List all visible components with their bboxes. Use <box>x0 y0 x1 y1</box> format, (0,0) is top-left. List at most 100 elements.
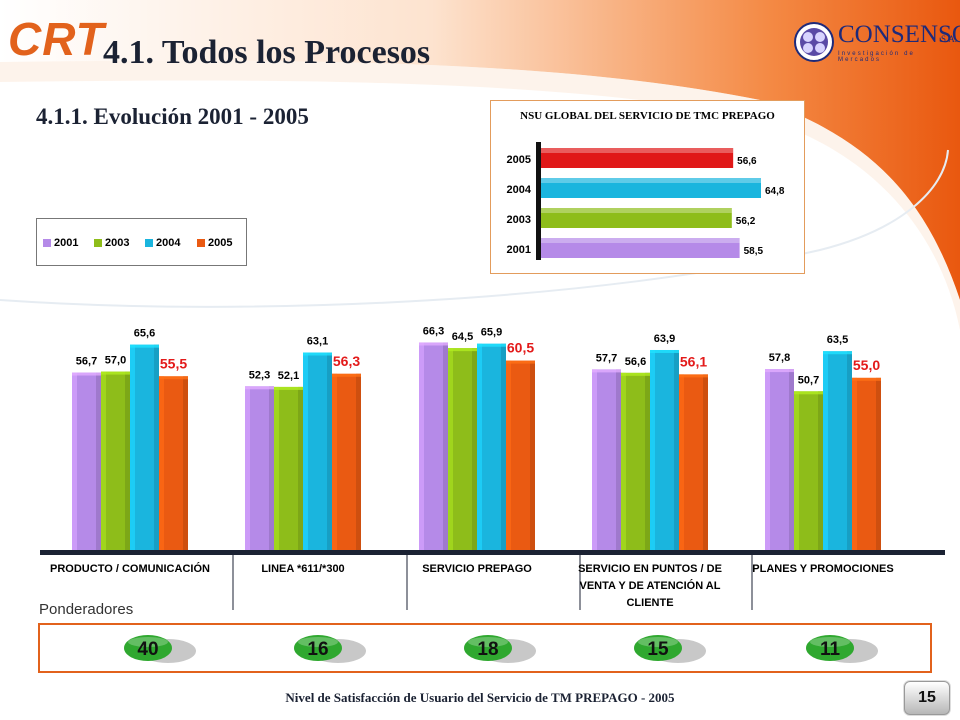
bar-highlight <box>303 352 308 550</box>
bar-highlight <box>245 386 250 550</box>
bar-shade <box>125 371 130 550</box>
bar-value-label: 64,5 <box>452 331 473 343</box>
bar-value-label: 55,5 <box>160 355 187 371</box>
nsu-value-label: 58,5 <box>744 246 764 257</box>
bar-top <box>765 369 794 373</box>
bar-highlight <box>852 377 857 550</box>
bar-shade <box>616 369 621 550</box>
bar-shade <box>269 386 274 550</box>
legend-item-2005: 2005 <box>197 237 232 249</box>
bar-top <box>159 376 188 380</box>
bar-shade <box>154 344 159 550</box>
nsu-chart-plot: 2005 56,6 2004 64,8 2003 56,2 2001 58,5 <box>507 142 785 260</box>
bar-shade <box>818 391 823 550</box>
bar-top <box>794 391 823 395</box>
bar-value-label: 50,7 <box>798 374 819 386</box>
category-label: LINEA *611/*300 <box>261 563 344 575</box>
bar-top <box>621 372 650 376</box>
bar-shade <box>96 372 101 550</box>
legend-item-2001: 2001 <box>43 237 78 249</box>
ponderador-badge <box>124 635 172 661</box>
bar-highlight <box>159 376 164 550</box>
chart-baseline <box>40 550 945 555</box>
bar-value-label: 57,0 <box>105 355 126 367</box>
bar-value-label: 63,1 <box>307 335 328 347</box>
bar-highlight <box>274 386 279 550</box>
bar-value-label: 57,8 <box>769 352 790 364</box>
ponderador-value: 18 <box>477 639 498 660</box>
nsu-bar-highlight <box>541 208 732 213</box>
bar-value-label: 52,3 <box>249 369 270 381</box>
page-number-badge: 15 <box>904 681 950 715</box>
bar-top <box>477 343 506 347</box>
bar-top <box>274 386 303 390</box>
bar-highlight <box>621 372 626 550</box>
nsu-bar <box>541 238 740 258</box>
nsu-bar <box>541 148 734 168</box>
bar-value-label: 65,6 <box>134 328 155 340</box>
ponderadores-label: Ponderadores <box>39 601 134 618</box>
page-number: 15 <box>918 689 936 706</box>
bar-top <box>823 351 852 355</box>
bar-value-label: 63,5 <box>827 334 848 346</box>
legend-label: 2005 <box>208 237 233 249</box>
bar-value-label: 52,1 <box>278 370 299 382</box>
bar-top <box>130 344 159 348</box>
bar-top <box>679 374 708 378</box>
bar-shade <box>530 360 535 550</box>
bar-top <box>852 377 881 381</box>
legend-swatch <box>145 239 153 248</box>
chart-legend: 2001 2003 2004 2005 <box>36 218 247 266</box>
legend-label: 2003 <box>105 237 130 249</box>
legend-swatch <box>43 239 51 248</box>
page-subtitle: 4.1.1. Evolución 2001 - 2005 <box>36 104 309 129</box>
ponderador-gloss <box>128 637 168 647</box>
bar-top <box>101 371 130 375</box>
nsu-bar-highlight <box>541 178 761 183</box>
bar-highlight <box>765 369 770 550</box>
bar-value-label: 66,3 <box>423 325 444 337</box>
ponderadores-box: 40 16 18 15 11 <box>38 623 932 673</box>
nsu-chart-title: NSU GLOBAL DEL SERVICIO DE TMC PREPAGO <box>520 110 775 122</box>
bar-value-label: 63,9 <box>654 333 675 345</box>
ponderador-gloss <box>468 637 508 647</box>
bar-highlight <box>592 369 597 550</box>
legend-label: 2001 <box>54 237 79 249</box>
legend-item-2003: 2003 <box>94 237 129 249</box>
ponderador-badge <box>634 635 682 661</box>
category-label: SERVICIO PREPAGO <box>422 563 532 575</box>
category-label: PRODUCTO / COMUNICACIÓN <box>50 562 210 575</box>
bar-shade <box>356 373 361 550</box>
bar-value-label: 60,5 <box>507 340 534 356</box>
ponderador-value: 16 <box>307 639 328 660</box>
bar-highlight <box>101 371 106 550</box>
bar-value-label: 55,0 <box>853 357 880 373</box>
bar-highlight <box>650 349 655 550</box>
nsu-bar <box>541 178 761 198</box>
ponderador-gloss <box>298 637 338 647</box>
bar-highlight <box>419 342 424 550</box>
process-evolution-chart: PRODUCTO / COMUNICACIÓN LINEA *611/*300 SE… <box>40 325 945 610</box>
bar-shade <box>789 369 794 550</box>
bar-shade <box>645 372 650 550</box>
bar-highlight <box>679 374 684 550</box>
ponderador-value: 15 <box>647 639 669 660</box>
nsu-value-label: 56,2 <box>736 216 756 227</box>
crt-logo: CRT <box>8 13 105 65</box>
bar-value-label: 65,9 <box>481 327 502 339</box>
bar-top <box>303 352 332 356</box>
bar-top <box>245 386 274 390</box>
bar-shade <box>298 386 303 550</box>
bar-shade <box>674 349 679 550</box>
legend-label: 2004 <box>156 237 181 249</box>
ponderador-badge <box>806 635 854 661</box>
bar-highlight <box>448 348 453 550</box>
ponderador-value: 11 <box>820 639 841 660</box>
footer-text: Nivel de Satisfacción de Usuario del Ser… <box>285 690 675 705</box>
ponderador-gloss <box>638 637 678 647</box>
nsu-bar-highlight <box>541 238 740 243</box>
bar-shade <box>876 377 881 550</box>
ponderadores-badges: 40 16 18 15 11 <box>124 635 878 663</box>
bar-shade <box>501 343 506 550</box>
